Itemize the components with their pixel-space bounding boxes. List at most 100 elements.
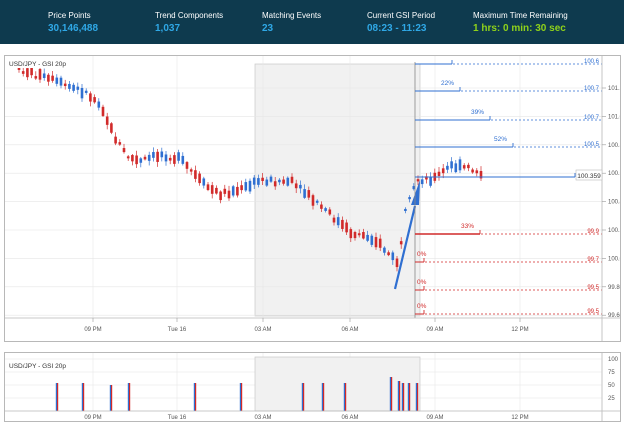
gsi-bar-down: [57, 383, 59, 411]
candle-body: [156, 151, 159, 162]
sub-time-label: 03 AM: [254, 415, 271, 421]
candle-body: [349, 229, 353, 239]
sub-gsi-highlight: [254, 356, 421, 412]
sub-time-axis: 09 PM Tue 16 03 AM 06 AM 09 AM 12 PM: [84, 415, 528, 421]
candle-body: [336, 217, 340, 226]
candle-body: [38, 69, 42, 80]
candle-body: [110, 123, 113, 133]
candle-body: [399, 241, 403, 245]
stat-value: 23: [262, 23, 274, 34]
gsi-bar-up: [343, 383, 345, 411]
candle-body: [97, 101, 101, 108]
candle-body: [114, 136, 117, 144]
projection-price: 100.7: [584, 86, 600, 92]
candle-body: [446, 165, 449, 170]
sub-chart-label: USD/JPY - GSI 20p: [9, 363, 66, 370]
candle-body: [34, 76, 38, 79]
candle-body: [80, 87, 84, 99]
candle-body: [198, 173, 201, 184]
candle-body: [324, 208, 327, 211]
price-tick-label: 100.80: [608, 143, 620, 149]
candle-body: [122, 148, 126, 153]
gsi-bars: [55, 377, 419, 411]
gsi-bar-down: [241, 383, 243, 411]
main-chart-panel[interactable]: 100.622%100.739%100.752%100.5100.433%99.…: [4, 55, 624, 348]
candle-body: [223, 188, 227, 194]
gsi-bar-down: [111, 385, 113, 411]
candle-body: [462, 165, 466, 169]
main-chart-svg[interactable]: 100.622%100.739%100.752%100.5100.433%99.…: [5, 56, 624, 348]
gsi-bar-down: [403, 383, 405, 411]
price-tick-label: 101.20: [608, 86, 620, 92]
gsi-bar-up: [321, 383, 323, 411]
candle-body: [404, 208, 407, 212]
gsi-bar-up: [401, 383, 403, 411]
candle-body: [479, 170, 483, 179]
candle-body: [416, 179, 420, 182]
candle-body: [362, 232, 365, 239]
gsi-subchart-svg[interactable]: 100 75 50 25 09 PM Tue 16 03 AM 06 AM 09 AM 12 P…: [5, 353, 620, 421]
gsi-bar-up: [55, 383, 57, 411]
candle-body: [76, 86, 80, 90]
candle-body: [202, 178, 206, 186]
candle-body: [273, 181, 277, 187]
main-grid: [5, 56, 602, 344]
projection-price: 99.7: [587, 257, 599, 263]
projection-percent: 52%: [494, 136, 507, 143]
stat-value: 30,146,488: [48, 23, 99, 34]
time-axis: 09 PM Tue 16 03 AM 06 AM 09 AM 12 PM: [84, 318, 529, 333]
projection-price: 99.5: [587, 309, 599, 315]
candle-body: [227, 190, 231, 199]
candle-body: [467, 164, 470, 169]
candle-body: [101, 106, 105, 116]
current-price-label: 100.359: [577, 173, 601, 180]
sub-time-label: 09 AM: [426, 415, 443, 421]
candle-body: [21, 71, 25, 74]
candle-body: [408, 197, 411, 200]
candle-body: [143, 156, 147, 160]
price-tick-label: 100.60: [608, 171, 620, 177]
candle-body: [51, 75, 54, 81]
trend-arrow-head: [411, 180, 420, 205]
candle-body: [450, 161, 453, 169]
gsi-bar-up: [301, 383, 303, 411]
candle-body: [328, 209, 332, 215]
candle-body: [93, 97, 96, 103]
gsi-bar-up: [397, 381, 399, 411]
candle-body: [194, 170, 197, 179]
stat-label: Price Points: [48, 11, 91, 20]
price-tick-label: 99.80: [608, 285, 620, 291]
projection-percent: 22%: [441, 80, 454, 87]
sub-time-label: 12 PM: [511, 415, 528, 421]
candle-body: [471, 169, 474, 173]
candle-body: [378, 238, 382, 248]
stat-label: Maximum Time Remaining: [473, 11, 568, 20]
projection-percent: 33%: [461, 223, 474, 230]
price-tick-label: 100.00: [608, 256, 620, 262]
sub-time-label: 09 PM: [84, 415, 101, 421]
candle-body: [55, 77, 59, 84]
candle-body: [84, 90, 88, 93]
projection-percent: 39%: [471, 109, 484, 116]
candle-body: [147, 154, 151, 161]
main-candles: [17, 60, 483, 272]
candle-body: [290, 176, 294, 183]
projection-percent: 0%: [417, 279, 427, 286]
sub-tick-label: 100: [608, 357, 619, 363]
candle-body: [420, 179, 424, 185]
candle-body: [282, 179, 285, 184]
price-tick-label: 100.20: [608, 228, 620, 234]
candle-body: [181, 155, 185, 164]
gsi-bar-up: [81, 383, 83, 411]
stat-value: 1,037: [155, 23, 181, 34]
candle-body: [152, 152, 155, 158]
projection-price: 100.7: [584, 115, 600, 121]
gsi-bar-down: [129, 383, 131, 411]
gsi-bar-up: [109, 385, 111, 411]
candle-body: [236, 186, 239, 196]
time-tick-label: 09 AM: [426, 327, 443, 333]
gsi-subchart-panel[interactable]: 100 75 50 25 09 PM Tue 16 03 AM 06 AM 09 AM 12 P…: [4, 352, 621, 422]
candle-body: [294, 183, 298, 189]
sub-value-axis: 100 75 50 25: [608, 357, 619, 402]
gsi-bar-up: [415, 383, 417, 411]
